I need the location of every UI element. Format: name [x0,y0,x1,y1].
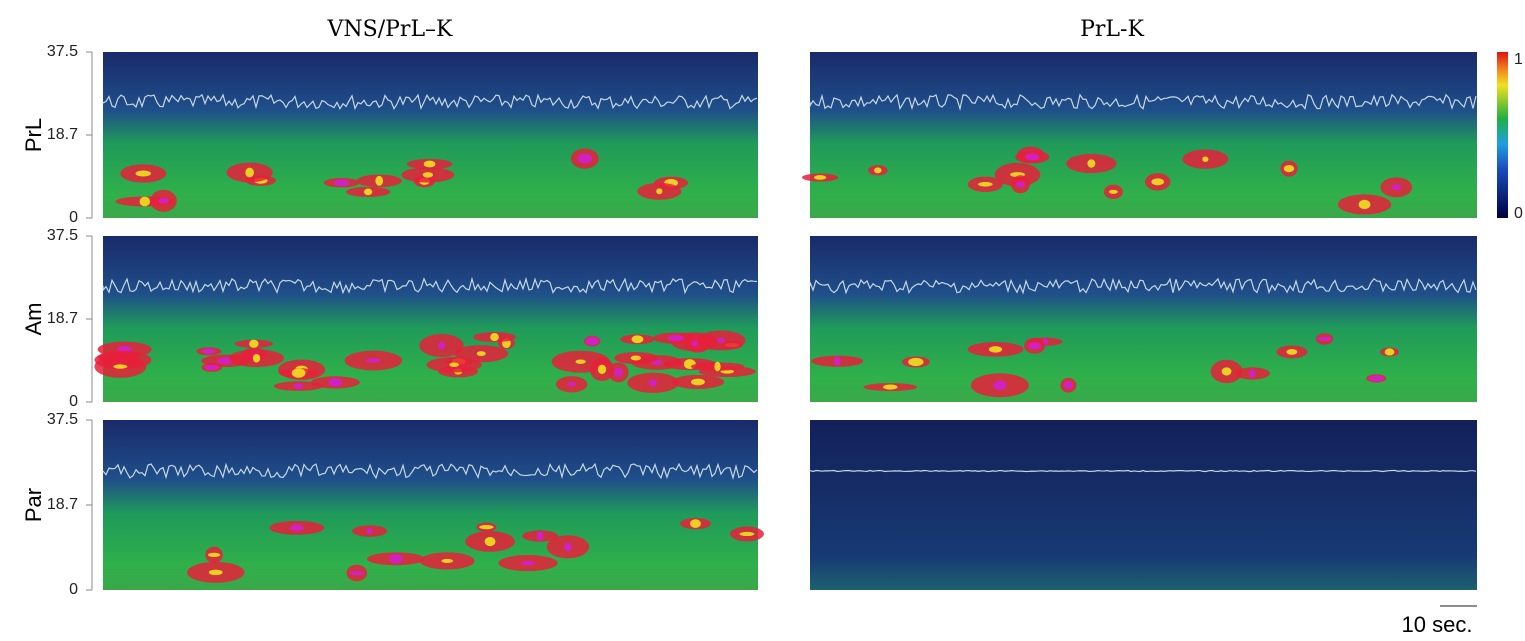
y-tick-label: 0 [69,209,78,226]
power-core [1109,190,1118,194]
power-core [389,554,403,563]
panel-title: VNS/PrL–K [327,17,454,42]
power-core [691,379,705,386]
power-core [328,378,342,386]
power-core [568,382,576,387]
power-core [438,342,445,350]
power-core [717,338,725,343]
power-core [1016,181,1026,187]
power-core [375,176,383,186]
power-core [245,168,254,178]
panel-title: PrL-K [1080,17,1144,42]
power-core [1391,185,1402,191]
power-core [993,381,1006,390]
page: {"titles": ["VNS/PrL–K", "PrL-K"], "rows… [0,0,1525,641]
power-core [205,365,219,370]
power-core [1368,375,1384,381]
y-tick-label: 18.7 [47,310,78,327]
power-core [253,354,260,363]
power-core [564,542,571,551]
power-core [366,358,381,362]
power-core [908,358,923,366]
power-core [656,188,662,194]
power-core [1151,178,1164,185]
power-core [1202,156,1208,161]
power-core [1385,348,1395,355]
power-core [598,365,606,374]
y-tick-label: 18.7 [47,496,78,513]
power-core [292,368,306,378]
row-label: Am [21,303,46,336]
power-core [1028,342,1041,349]
colorbar-label: 1 [1514,51,1523,68]
power-core [632,335,644,343]
row-label: Par [21,488,46,522]
power-core [424,161,436,168]
power-core [614,368,623,378]
colorbar-label: 0 [1514,205,1523,222]
power-core [249,340,258,348]
power-core [140,197,150,207]
power-core [449,362,459,367]
spectrogram [810,420,1477,590]
y-tick-label: 37.5 [47,411,78,428]
power-core [578,154,593,164]
power-core [1284,165,1294,172]
power-core [1087,159,1095,167]
power-core [978,182,993,187]
power-core [714,362,720,372]
power-core [477,351,486,356]
power-core [490,333,499,341]
colorbar [1497,52,1508,218]
power-core [883,385,897,390]
y-tick-label: 37.5 [47,227,78,244]
row-label: PrL [21,118,46,152]
power-core [485,537,496,546]
power-core [874,167,881,173]
power-core [989,346,1002,352]
y-tick-label: 37.5 [47,43,78,60]
figure: VNS/PrL–K PrL-K 1 0 10 sec. 37.5 18.7 0 PrL… [0,0,1525,636]
power-core [441,559,453,563]
power-core [1359,200,1371,209]
power-core [740,532,755,536]
power-core [814,175,826,180]
power-core [575,360,585,364]
power-core [1064,381,1073,389]
power-core [649,379,657,386]
power-core [834,357,841,366]
y-tick-label: 0 [69,581,78,598]
power-core [537,532,544,541]
power-core [1025,154,1039,161]
y-tick-label: 0 [69,393,78,410]
power-core [209,570,223,576]
power-core [668,335,684,341]
power-core [364,189,372,196]
power-core [690,519,701,528]
power-core [349,571,364,575]
power-core [158,198,169,203]
power-core [521,561,535,566]
y-tick-label: 18.7 [47,126,78,143]
power-core [631,356,641,361]
spectrogram [810,52,1477,218]
power-core [1249,369,1255,378]
power-core [113,364,127,368]
power-core [423,172,433,178]
power-core [1222,367,1232,375]
power-core [1286,349,1297,355]
power-core [585,337,599,346]
power-core [334,179,350,186]
power-core [479,525,493,529]
power-core [202,348,215,354]
power-core [135,171,151,177]
power-core [1317,337,1332,341]
power-core [208,553,220,557]
power-core [290,525,303,532]
scale-bar-label: 10 sec. [1402,612,1473,636]
power-core [294,383,303,389]
power-core [366,528,373,533]
